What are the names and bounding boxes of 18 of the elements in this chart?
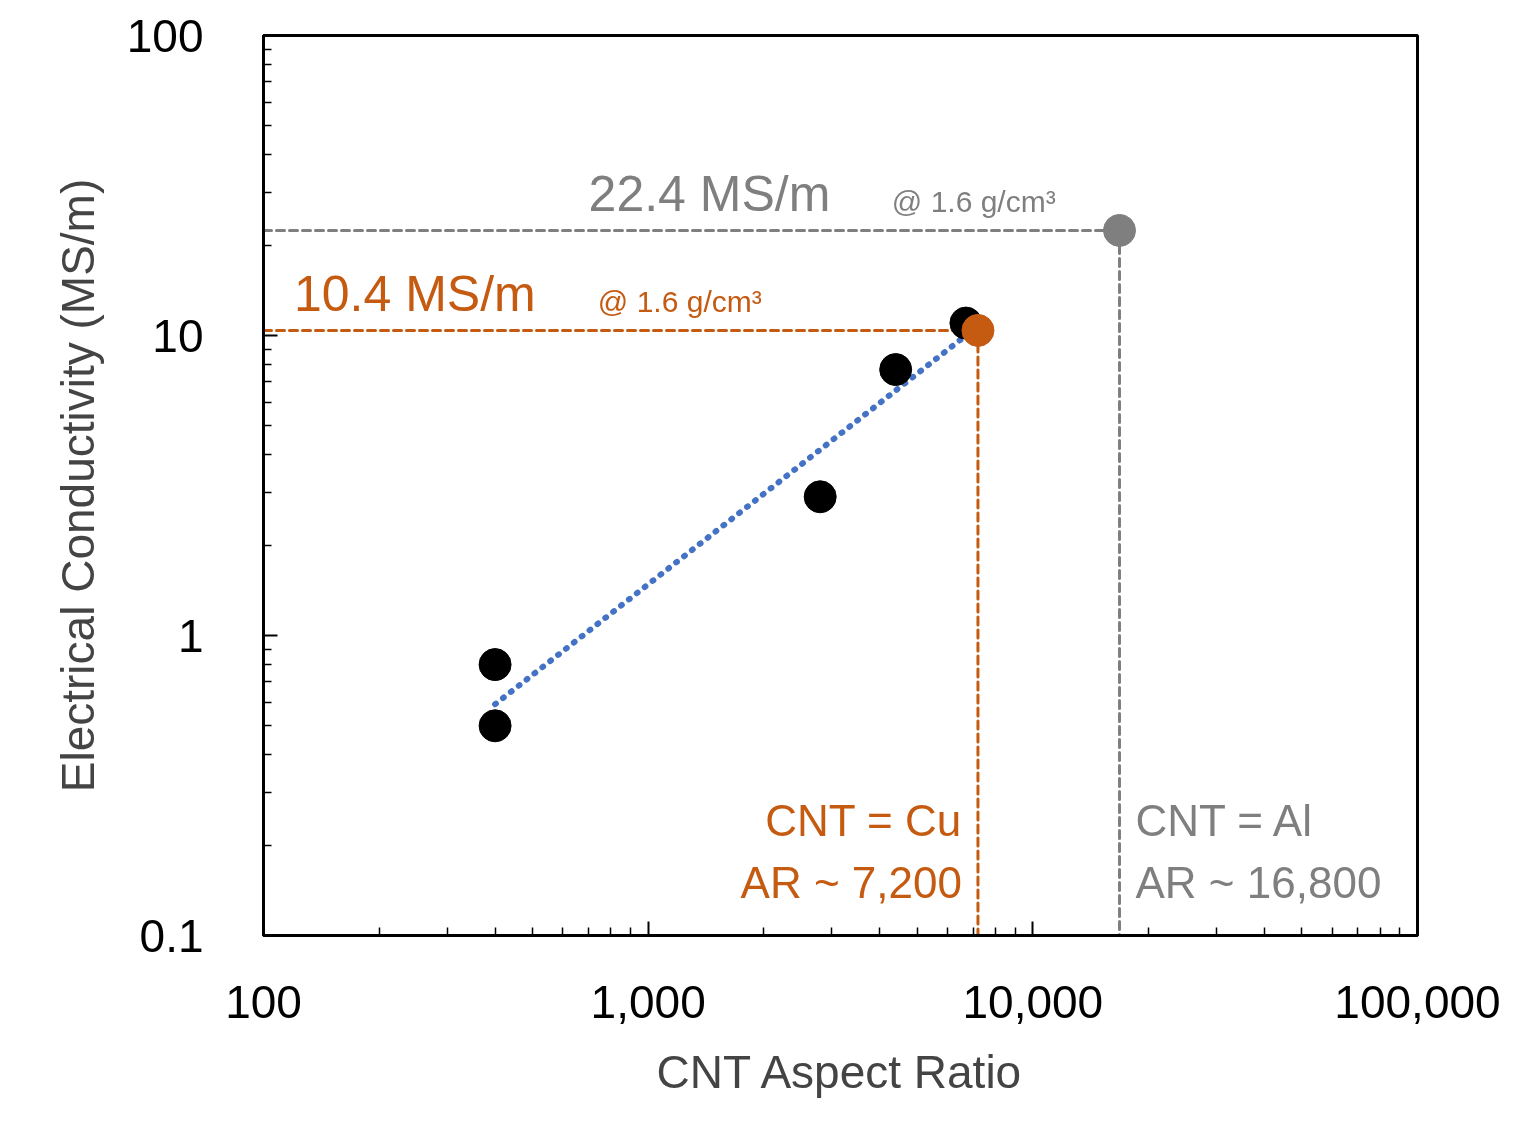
y-tick-label: 100 [126, 9, 204, 62]
annotation: AR ~ 7,200 [740, 858, 962, 907]
annotation: CNT = Al [1135, 796, 1312, 845]
x-tick-label: 1,000 [590, 975, 706, 1028]
annotation: @ 1.6 g/cm³ [891, 185, 1056, 219]
annotation: 22.4 MS/m [588, 166, 831, 223]
x-tick-label: 100 [225, 975, 302, 1028]
y-tick-label: 1 [177, 609, 204, 662]
x-axis-title: CNT Aspect Ratio [656, 1045, 1022, 1098]
x-tick-label: 100,000 [1334, 975, 1501, 1028]
annotation: 10.4 MS/m [293, 266, 536, 323]
x-tick-label: 10,000 [962, 975, 1104, 1028]
annotation: AR ~ 16,800 [1135, 858, 1382, 907]
annotation: CNT = Cu [765, 796, 962, 845]
y-tick-label: 0.1 [139, 909, 204, 962]
y-axis-title: Electrical Conductivity (MS/m) [51, 178, 104, 793]
annotation: @ 1.6 g/cm³ [597, 285, 762, 319]
y-tick-label: 10 [152, 309, 204, 362]
